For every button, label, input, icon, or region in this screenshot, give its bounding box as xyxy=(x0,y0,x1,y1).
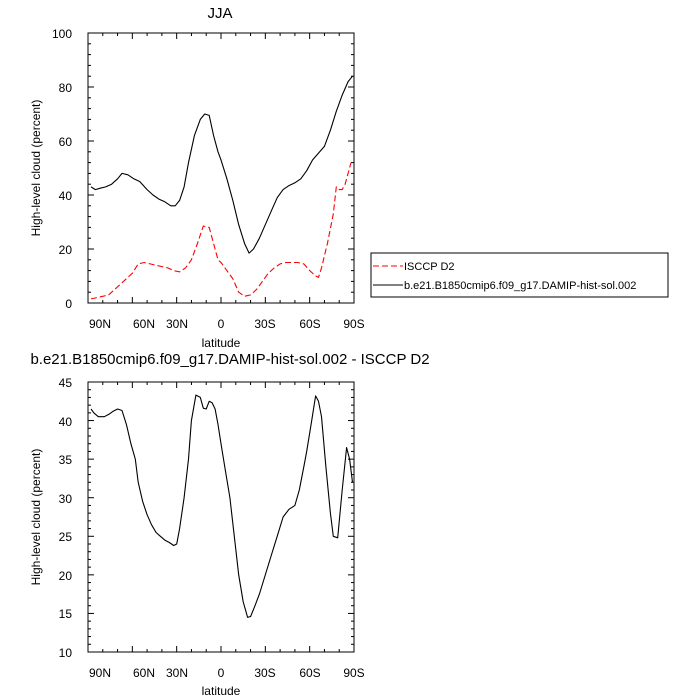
top-x-tick-label: 0 xyxy=(218,317,225,331)
bottom-y-tick-label: 15 xyxy=(59,607,73,621)
top-axis-ticks xyxy=(87,32,355,304)
bottom-x-axis-title: latitude xyxy=(202,684,241,698)
bottom-x-tick-label: 60N xyxy=(133,666,155,680)
top-series-lines xyxy=(90,75,353,300)
top-x-axis-title: latitude xyxy=(202,336,241,350)
top-y-tick-label: 0 xyxy=(65,297,72,311)
top-chart: JJA 90N 60N 30N 0 30S 60S 90S 0 20 40 60… xyxy=(29,5,669,350)
bottom-y-tick-label: 40 xyxy=(59,415,73,429)
bottom-x-tick-label: 30S xyxy=(254,666,275,680)
bottom-chart-title: b.e21.B1850cmip6.f09_g17.DAMIP-hist-sol.… xyxy=(30,351,429,368)
bottom-y-tick-label: 35 xyxy=(59,453,73,467)
top-y-axis-title: High-level cloud (percent) xyxy=(29,100,43,237)
top-x-tick-label: 90N xyxy=(89,317,111,331)
bottom-plot-frame xyxy=(87,381,355,653)
top-y-tick-label: 60 xyxy=(59,135,73,149)
bottom-x-tick-label: 30N xyxy=(166,666,188,680)
top-series-line-0 xyxy=(90,162,352,300)
bottom-y-tick-label: 20 xyxy=(59,569,73,583)
bottom-x-tick-label: 90S xyxy=(343,666,364,680)
bottom-y-tick-label: 30 xyxy=(59,492,73,506)
top-series-line-1 xyxy=(90,75,353,254)
bottom-series-lines xyxy=(90,394,354,618)
bottom-x-tick-label: 0 xyxy=(218,666,225,680)
bottom-chart: b.e21.B1850cmip6.f09_g17.DAMIP-hist-sol.… xyxy=(29,351,430,698)
top-x-tick-label: 30N xyxy=(166,317,188,331)
bottom-y-tick-label: 10 xyxy=(59,646,73,660)
legend-label: b.e21.B1850cmip6.f09_g17.DAMIP-hist-sol.… xyxy=(404,280,636,292)
top-y-tick-label: 40 xyxy=(59,189,73,203)
top-x-tick-label: 30S xyxy=(254,317,275,331)
top-y-tick-label: 20 xyxy=(59,243,73,257)
legend-label: ISCCP D2 xyxy=(404,261,455,273)
top-y-tick-label: 100 xyxy=(52,27,72,41)
bottom-y-tick-label: 45 xyxy=(59,376,73,390)
legend-box xyxy=(370,252,669,298)
bottom-y-axis-title: High-level cloud (percent) xyxy=(29,449,43,586)
top-chart-title: JJA xyxy=(207,5,232,22)
top-y-tick-label: 80 xyxy=(59,81,73,95)
top-x-tick-label: 60S xyxy=(299,317,320,331)
bottom-x-tick-label: 90N xyxy=(89,666,111,680)
bottom-series-line-0 xyxy=(90,394,354,618)
bottom-axis-ticks xyxy=(87,381,355,653)
legend: ISCCP D2 b.e21.B1850cmip6.f09_g17.DAMIP-… xyxy=(370,252,669,298)
bottom-y-tick-label: 25 xyxy=(59,530,73,544)
top-x-tick-label: 60N xyxy=(133,317,155,331)
top-x-tick-label: 90S xyxy=(343,317,364,331)
bottom-x-tick-label: 60S xyxy=(299,666,320,680)
